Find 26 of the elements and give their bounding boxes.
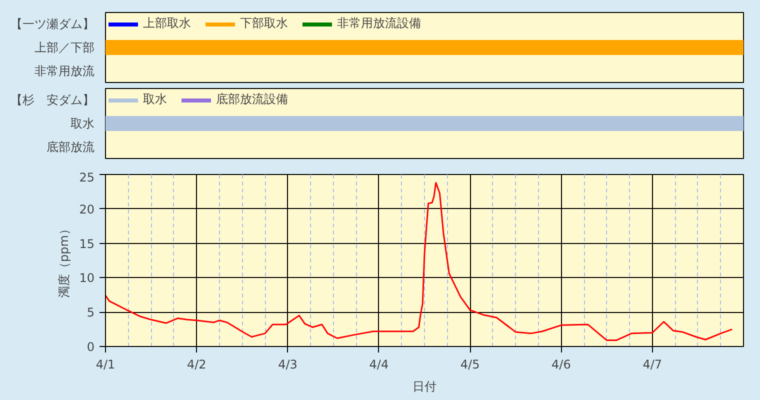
legend-label: 非常用放流設備 [337,15,421,32]
x-tick-label: 4/1 [96,358,116,372]
x-axis-title: 日付 [412,380,436,394]
legend-label: 取水 [143,91,167,108]
x-tick-label: 4/5 [460,358,480,372]
y-tick-label: 底部放流 [46,140,94,154]
y-tick-label: 非常用放流 [34,64,94,78]
y-tick-label: 10 [79,271,95,286]
x-tick-label: 4/7 [642,358,662,372]
x-tick-label: 4/3 [278,358,298,372]
legend-label: 上部取水 [143,15,191,32]
x-tick-label: 4/4 [369,358,389,372]
y-tick-label: 0 [86,340,95,354]
y-tick-label: 5 [86,306,95,320]
y-tick-label: 15 [79,236,95,251]
y-axis-title: 濁度（ppm） [57,223,72,298]
y-tick-label: 20 [79,202,95,216]
chart-title: 【一ツ瀬ダム】 [10,17,94,32]
legend-label: 下部取水 [240,15,288,32]
chart-title: 【杉 安ダム】 [10,93,94,108]
x-tick-label: 4/2 [186,358,206,372]
legend-label: 底部放流設備 [216,91,288,108]
y-tick-label: 取水 [70,116,94,130]
y-tick-label: 上部／下部 [34,40,94,54]
x-tick-label: 4/6 [552,358,571,372]
y-tick-label: 25 [79,170,95,184]
